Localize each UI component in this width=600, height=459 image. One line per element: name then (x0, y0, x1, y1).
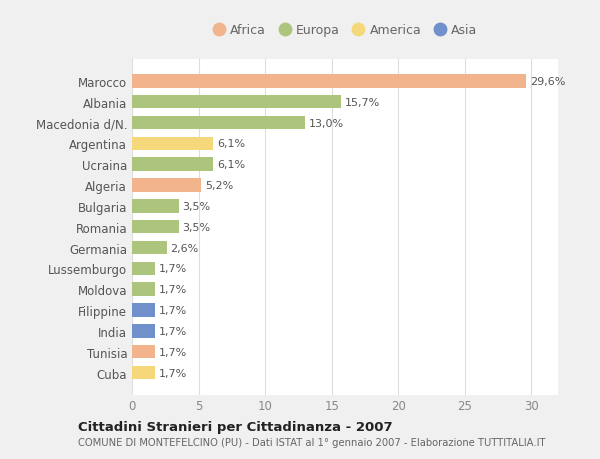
Text: 2,6%: 2,6% (170, 243, 199, 253)
Text: 15,7%: 15,7% (345, 97, 380, 107)
Text: 29,6%: 29,6% (530, 77, 565, 87)
Text: 1,7%: 1,7% (158, 285, 187, 295)
Bar (132, 241, 167, 255)
Bar (132, 95, 341, 109)
Text: 1,7%: 1,7% (158, 347, 187, 357)
Text: 3,5%: 3,5% (182, 222, 211, 232)
Bar (132, 200, 179, 213)
Bar (132, 345, 155, 359)
Bar (132, 262, 155, 275)
Text: 1,7%: 1,7% (158, 326, 187, 336)
Bar (132, 366, 155, 380)
Bar (132, 325, 155, 338)
Text: COMUNE DI MONTEFELCINO (PU) - Dati ISTAT al 1° gennaio 2007 - Elaborazione TUTTI: COMUNE DI MONTEFELCINO (PU) - Dati ISTAT… (78, 437, 545, 447)
Bar (132, 303, 155, 317)
Text: 3,5%: 3,5% (182, 202, 211, 212)
Bar (132, 179, 201, 192)
Legend: Africa, Europa, America, Asia: Africa, Europa, America, Asia (208, 19, 482, 42)
Text: 13,0%: 13,0% (309, 118, 344, 128)
Bar (132, 283, 155, 297)
Bar (132, 158, 213, 172)
Text: 1,7%: 1,7% (158, 368, 187, 378)
Text: 1,7%: 1,7% (158, 264, 187, 274)
Text: 5,2%: 5,2% (205, 181, 233, 190)
Bar (132, 75, 526, 89)
Bar (132, 220, 179, 234)
Bar (132, 117, 305, 130)
Text: 1,7%: 1,7% (158, 305, 187, 315)
Text: 6,1%: 6,1% (217, 139, 245, 149)
Bar (132, 137, 213, 151)
Text: Cittadini Stranieri per Cittadinanza - 2007: Cittadini Stranieri per Cittadinanza - 2… (78, 420, 392, 434)
Text: 6,1%: 6,1% (217, 160, 245, 170)
